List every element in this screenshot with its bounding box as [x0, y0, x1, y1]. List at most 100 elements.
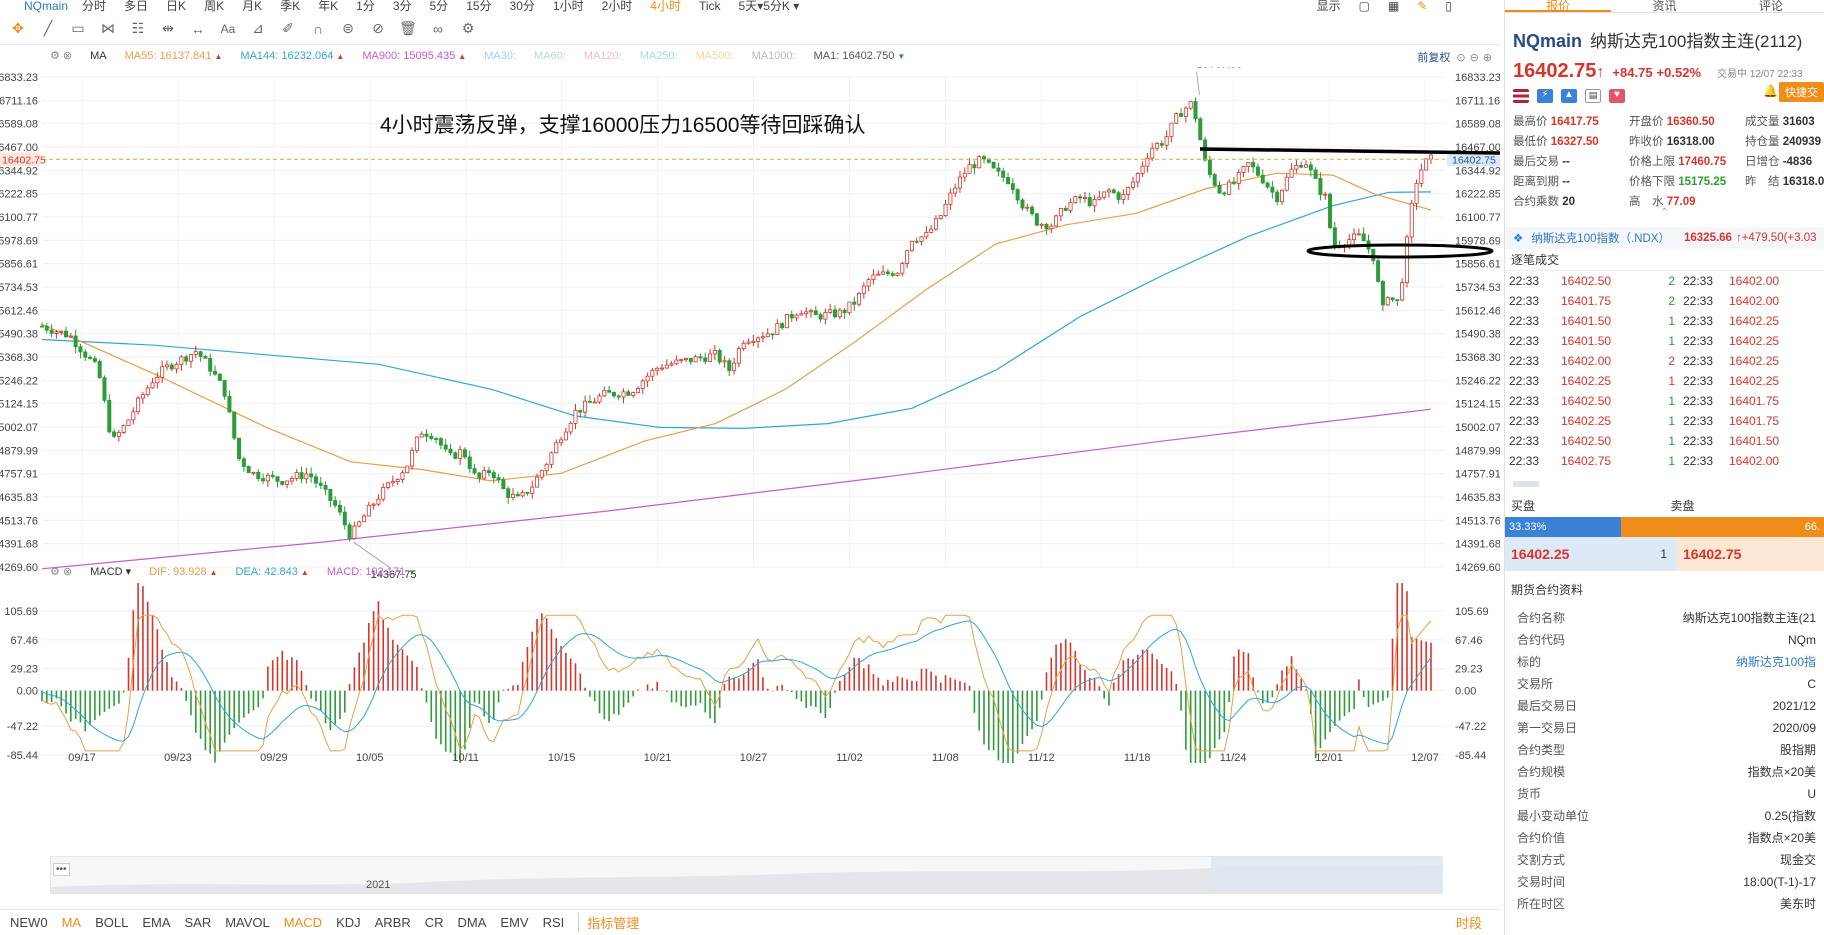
- symbol-tab[interactable]: NQmain: [24, 0, 69, 13]
- add-icon[interactable]: ⊕: [1482, 51, 1492, 64]
- period-tab[interactable]: 周K: [204, 0, 225, 13]
- period-tab[interactable]: 日K: [166, 0, 187, 13]
- ask-price-cell[interactable]: 16402.75: [1677, 537, 1824, 571]
- crosshair-icon[interactable]: ✥: [12, 20, 24, 36]
- adjust-control[interactable]: 前复权 ⊙ ⊖ ⊕: [1417, 49, 1492, 65]
- macd-y-tick-left: 29.23: [10, 664, 38, 676]
- period-tab[interactable]: 3分: [392, 0, 412, 13]
- indicator-tab[interactable]: SAR: [184, 915, 212, 930]
- time-navigator[interactable]: ••• 2021: [50, 856, 1443, 894]
- bell-icon[interactable]: 🔔: [1763, 84, 1778, 98]
- macd-gear-icon[interactable]: ⚙ ⊗: [50, 566, 73, 578]
- x-tick: 09/29: [260, 752, 288, 763]
- candle-body: [789, 314, 794, 319]
- indicator-tab[interactable]: NEW0: [10, 915, 48, 930]
- channel-tool-icon[interactable]: ☷: [131, 20, 145, 36]
- link-icon[interactable]: ∞: [433, 20, 443, 37]
- zoom-out-icon[interactable]: ⊙: [1456, 51, 1466, 64]
- indicator-tab[interactable]: RSI: [542, 915, 565, 930]
- drawn-resistance-line[interactable]: [1199, 147, 1500, 155]
- calendar-icon[interactable]: ▦: [1387, 0, 1400, 13]
- display-menu[interactable]: 显示: [1316, 0, 1341, 13]
- trash-icon[interactable]: 🗑: [399, 20, 417, 36]
- magnet-icon[interactable]: ∩: [312, 20, 324, 37]
- adjust-label[interactable]: 前复权: [1417, 52, 1451, 64]
- period-dropdown[interactable]: 5天▾5分K ▾: [738, 0, 800, 13]
- period-tab[interactable]: 分时: [82, 0, 107, 13]
- indicator-tab[interactable]: DMA: [457, 915, 487, 930]
- navigator-handle-icon[interactable]: •••: [53, 863, 70, 876]
- alert-icon[interactable]: ▲: [1561, 89, 1577, 103]
- index-row[interactable]: ❖ 纳斯达克100指数（.NDX） 16325.66 ↑+479.50(+3.0…: [1505, 227, 1824, 249]
- indicator-tab[interactable]: MA: [61, 915, 82, 930]
- y-tick-left: 14391.68: [0, 539, 38, 551]
- period-tab[interactable]: 多日: [124, 0, 149, 13]
- indicator-tab[interactable]: BOLL: [95, 915, 129, 930]
- settings-icon[interactable]: ▯: [1445, 0, 1452, 13]
- fib-tool-icon[interactable]: ⋈: [101, 20, 115, 36]
- info-row: 合约名称 纳斯达克100指数主连(21: [1505, 607, 1824, 629]
- period-tab[interactable]: 月K: [242, 0, 263, 13]
- indicator-tab[interactable]: EMV: [500, 915, 529, 930]
- period-tab[interactable]: 年K: [318, 0, 339, 13]
- candle-body: [1121, 194, 1126, 200]
- lock-icon[interactable]: ⊜: [342, 20, 354, 36]
- candle-body: [693, 356, 698, 363]
- text-tool-icon[interactable]: Aa: [220, 21, 236, 36]
- info-label: 合约规模: [1517, 765, 1566, 779]
- indicator-tab[interactable]: ARBR: [374, 915, 411, 930]
- candle-body: [140, 394, 145, 399]
- scroll-handle[interactable]: [1513, 481, 1539, 487]
- period-tab[interactable]: Tick: [698, 0, 721, 13]
- line-tool-icon[interactable]: ╱: [43, 20, 53, 36]
- period-tab[interactable]: 1分: [356, 0, 375, 13]
- brush-icon[interactable]: ⊿: [252, 20, 264, 36]
- minimize-icon[interactable]: ⊖: [1469, 51, 1479, 64]
- indicator-manager-button[interactable]: 指标管理: [578, 913, 639, 932]
- period-tab[interactable]: 15分: [466, 0, 492, 13]
- collapse-icon[interactable]: ⌃: [1660, 207, 1669, 218]
- arrow-tool-icon[interactable]: ↔: [191, 20, 205, 37]
- session-button[interactable]: 时段: [1455, 916, 1482, 931]
- drawn-support-ellipse[interactable]: [1306, 243, 1494, 259]
- info-value[interactable]: 纳斯达克100指: [1735, 655, 1816, 669]
- draw-icon[interactable]: ✎: [1417, 0, 1428, 13]
- indicator-tab[interactable]: EMA: [142, 915, 171, 930]
- period-tab[interactable]: 30分: [509, 0, 535, 13]
- candle-body: [1020, 199, 1025, 209]
- indicator-tab[interactable]: CR: [424, 915, 444, 930]
- candle-body: [59, 330, 64, 333]
- pencil-icon[interactable]: ✐: [282, 20, 294, 36]
- chart-area[interactable]: ⚙ ⊗ MA MA55: 16137.841 ▲ MA144: 16232.064…: [0, 45, 1500, 935]
- doc-icon[interactable]: ▤: [1585, 89, 1601, 103]
- info-row: 货币 U: [1505, 783, 1824, 805]
- price-chart[interactable]: 16833.23 16833.23 16711.16 16711.16 16589.08…: [0, 67, 1500, 587]
- indicator-tab[interactable]: MAVOL: [225, 915, 270, 930]
- period-tab[interactable]: 2小时: [601, 0, 633, 13]
- candle-body: [1212, 174, 1217, 186]
- trade-row: 22:33 16401.75 2 22:33 16402.00: [1505, 291, 1824, 311]
- candle-body: [780, 323, 785, 329]
- period-tab[interactable]: 5分: [429, 0, 449, 13]
- period-tab[interactable]: 季K: [280, 0, 301, 13]
- period-tab[interactable]: 1小时: [552, 0, 584, 13]
- eye-icon[interactable]: ⊘: [372, 20, 384, 36]
- period-tab-active[interactable]: 4小时: [650, 0, 681, 13]
- tab-comments[interactable]: 评论: [1758, 0, 1783, 13]
- macd-chart[interactable]: 105.69 105.69 67.46 67.46 29.23 29.23 0.00 0.00…: [0, 583, 1500, 763]
- tab-quote[interactable]: 报价: [1505, 0, 1612, 12]
- heart-icon[interactable]: ♥: [1609, 89, 1625, 103]
- layout-icon[interactable]: ▢: [1358, 0, 1370, 13]
- macd-y-tick-left: 67.46: [10, 635, 38, 647]
- legend-gear-icon[interactable]: ⚙ ⊗: [50, 50, 73, 62]
- indicator-tab[interactable]: KDJ: [336, 915, 361, 930]
- quick-trade-button[interactable]: 快捷交: [1779, 82, 1824, 102]
- indicator-tab[interactable]: MACD: [283, 915, 323, 930]
- lightning-icon[interactable]: ⚡: [1537, 89, 1553, 103]
- gear-icon[interactable]: ⚙: [461, 20, 475, 36]
- tab-news[interactable]: 资讯: [1652, 0, 1677, 13]
- annotation-text[interactable]: 4小时震荡反弹，支撑16000压力16500等待回踩确认: [380, 114, 865, 137]
- shape-tool-icon[interactable]: ▭: [71, 20, 85, 36]
- pitchfork-icon[interactable]: ⇹: [162, 20, 174, 36]
- bid-price-cell[interactable]: 16402.25 1: [1505, 537, 1677, 571]
